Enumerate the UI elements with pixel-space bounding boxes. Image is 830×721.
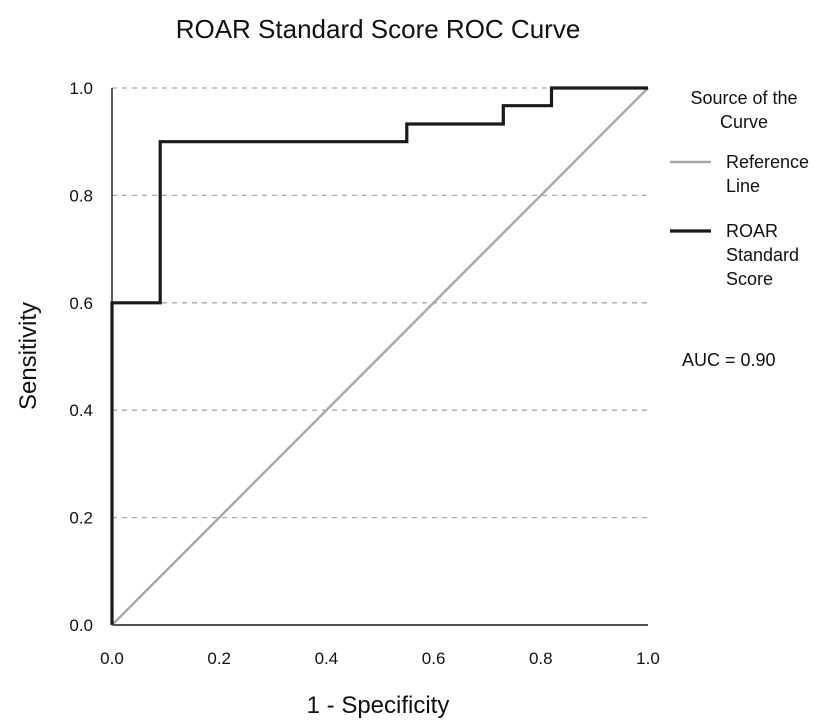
x-tick-label-0: 0.0 bbox=[100, 649, 124, 668]
auc-annotation: AUC = 0.90 bbox=[682, 350, 776, 370]
y-tick-label-4: 0.8 bbox=[69, 186, 93, 205]
plot-series bbox=[110, 86, 649, 626]
grid-lines bbox=[112, 87, 648, 519]
legend: Source of the Curve Reference Line ROAR Stand… bbox=[670, 88, 809, 289]
x-tick-label-1: 0.2 bbox=[207, 649, 231, 668]
x-axis-label: 1 - Specificity bbox=[307, 692, 450, 719]
x-tick-label-5: 1.0 bbox=[636, 649, 660, 668]
y-tick-label-1: 0.2 bbox=[69, 509, 93, 528]
y-tick-label-2: 0.4 bbox=[69, 401, 93, 420]
y-axis-label: Sensitivity bbox=[15, 302, 42, 410]
chart-title: ROAR Standard Score ROC Curve bbox=[176, 14, 581, 44]
legend-entry-0-line-0: Reference bbox=[726, 152, 809, 172]
x-tick-label-3: 0.6 bbox=[422, 649, 446, 668]
legend-entry-1-line-2: Score bbox=[726, 269, 773, 289]
x-tick-label-4: 0.8 bbox=[529, 649, 553, 668]
legend-title-line-0: Source of the bbox=[690, 88, 797, 108]
tick-labels: 0.0 0.2 0.4 0.6 0.8 1.0 0.0 0.2 0.4 0.6 0.8 1.0 bbox=[69, 79, 659, 668]
roc-curve-line bbox=[110, 86, 648, 625]
legend-entry-1-line-1: Standard bbox=[726, 245, 799, 265]
legend-title-line-1: Curve bbox=[720, 112, 768, 132]
y-tick-label-5: 1.0 bbox=[69, 79, 93, 98]
y-tick-label-0: 0.0 bbox=[69, 616, 93, 635]
legend-entry-1-line-0: ROAR bbox=[726, 221, 778, 241]
reference-line bbox=[111, 87, 649, 626]
y-tick-label-3: 0.6 bbox=[69, 294, 93, 313]
x-tick-label-2: 0.4 bbox=[315, 649, 339, 668]
legend-entry-0-line-1: Line bbox=[726, 176, 760, 196]
